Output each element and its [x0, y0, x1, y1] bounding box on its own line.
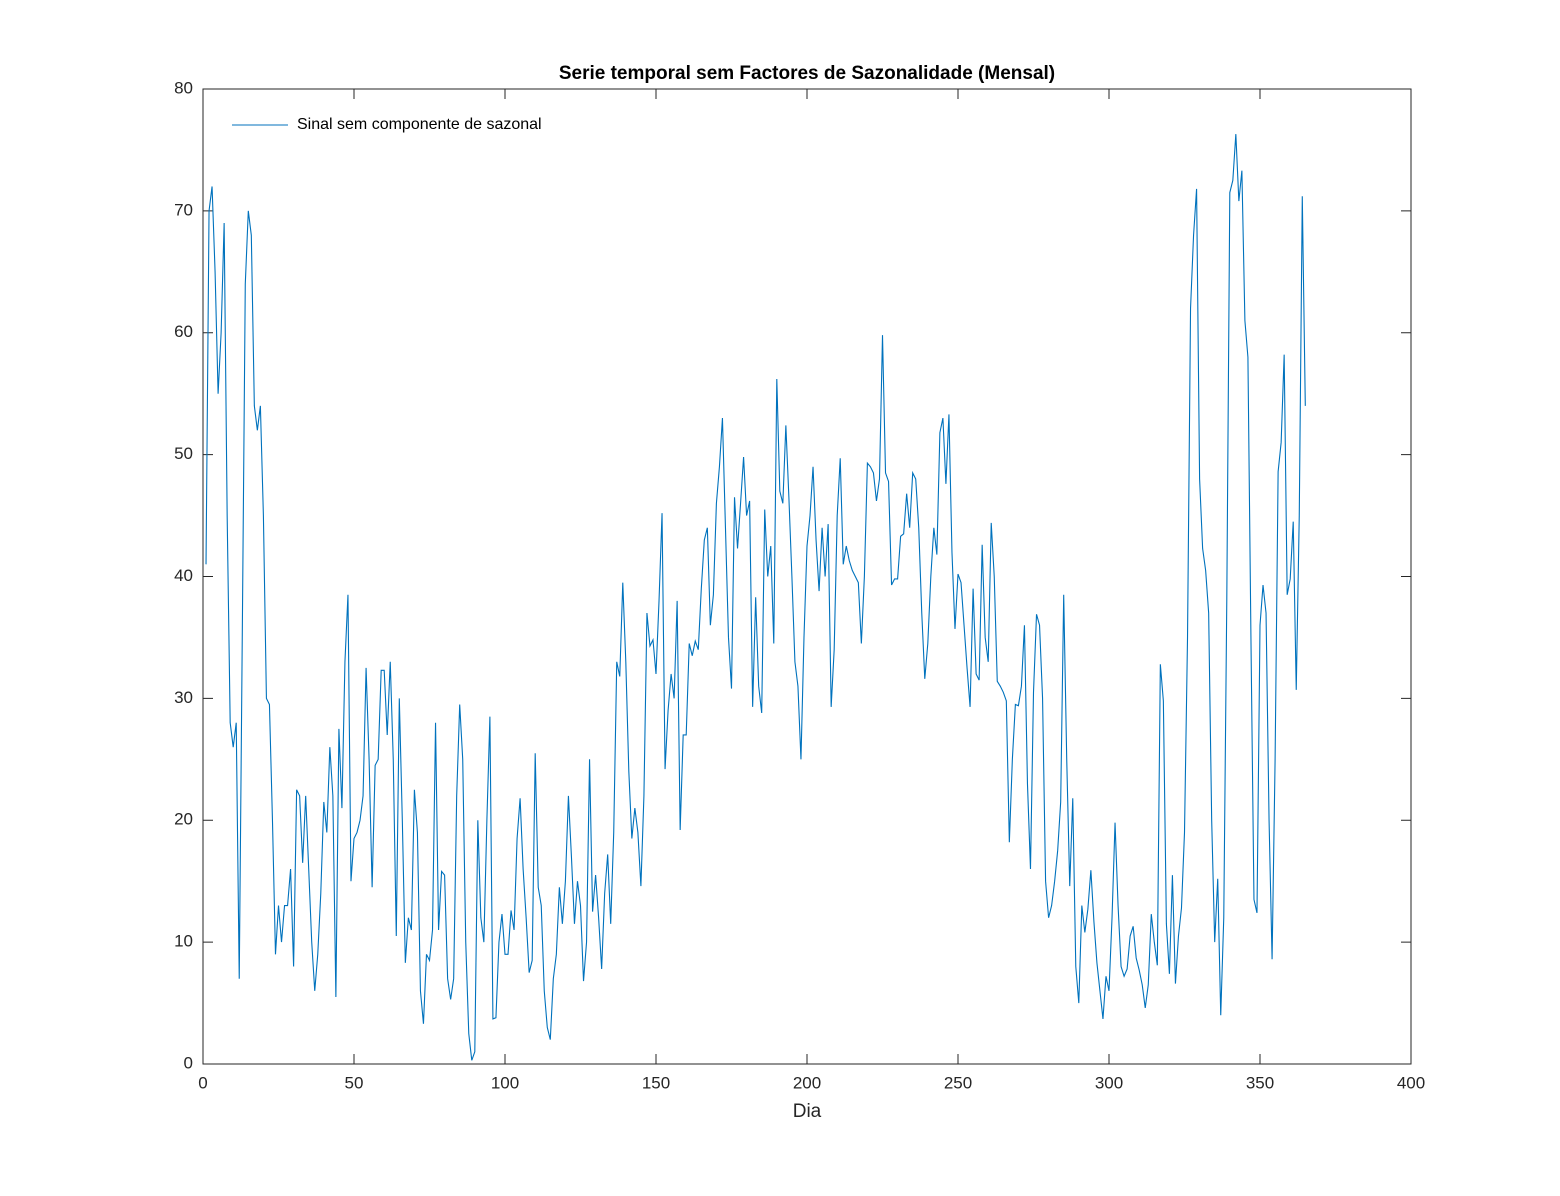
y-tick-label: 60: [174, 322, 193, 341]
x-tick-label: 350: [1246, 1073, 1274, 1092]
x-tick-label: 200: [793, 1073, 821, 1092]
x-tick-label: 150: [642, 1073, 670, 1092]
y-tick-label: 40: [174, 566, 193, 585]
x-tick-label: 0: [198, 1073, 207, 1092]
x-tick-label: 100: [491, 1073, 519, 1092]
x-tick-label: 250: [944, 1073, 972, 1092]
y-tick-label: 0: [184, 1053, 193, 1072]
x-tick-label: 400: [1397, 1073, 1425, 1092]
chart-title: Serie temporal sem Factores de Sazonalid…: [559, 63, 1055, 84]
y-tick-label: 20: [174, 810, 193, 829]
x-axis-label: Dia: [793, 1101, 822, 1122]
data-line: [205, 134, 1306, 1061]
y-tick-label: 80: [174, 78, 193, 97]
y-tick-label: 10: [174, 932, 193, 951]
y-tick-label: 70: [174, 200, 193, 219]
x-tick-label: 50: [345, 1073, 364, 1092]
legend-label: Sinal sem componente de sazonal: [297, 116, 542, 133]
y-tick-label: 30: [174, 688, 193, 707]
x-tick-label: 300: [1095, 1073, 1123, 1092]
y-tick-label: 50: [174, 444, 193, 463]
